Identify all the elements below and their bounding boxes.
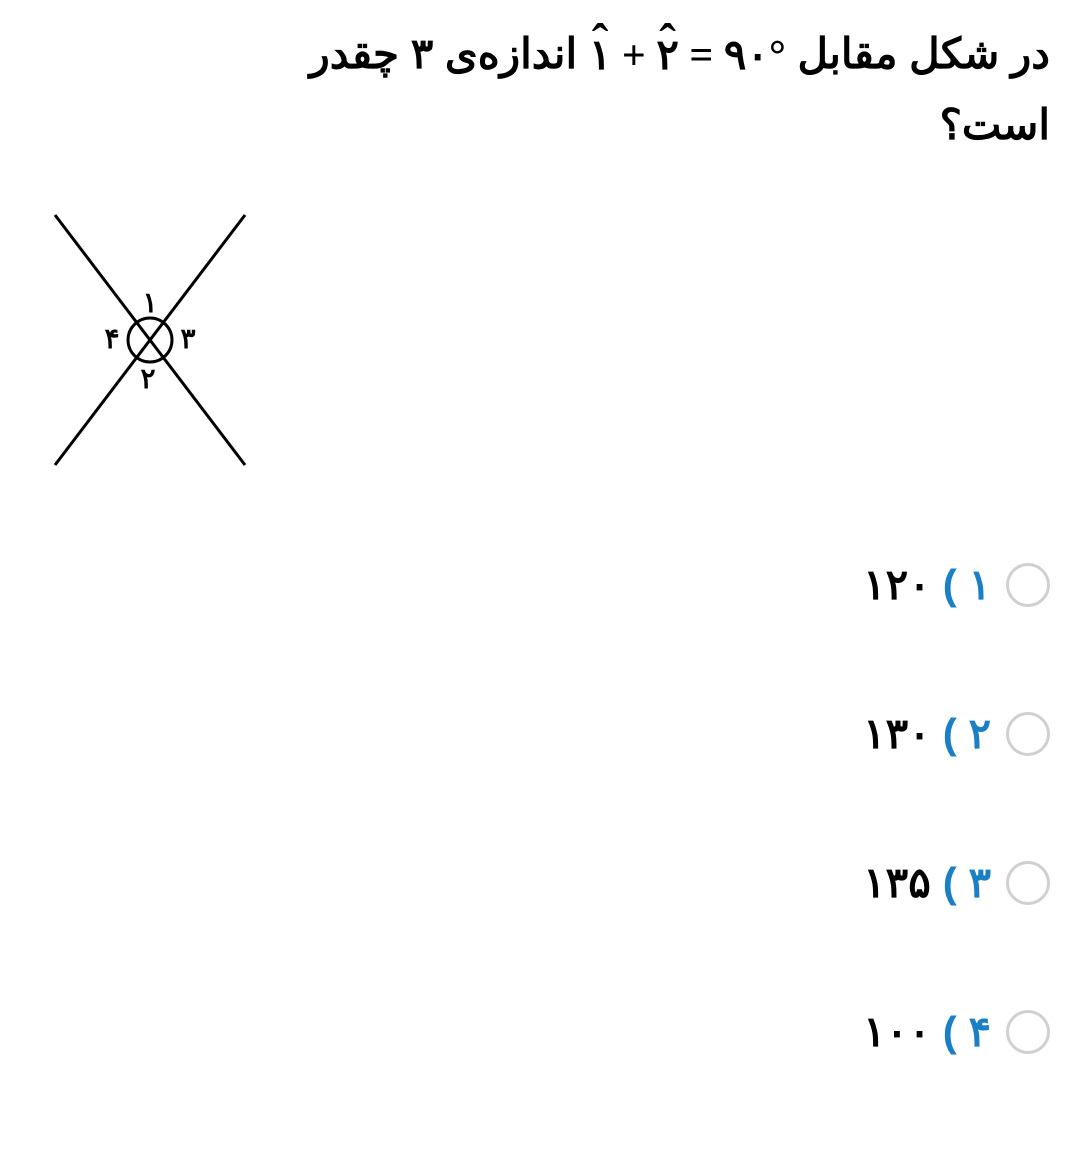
angle-2: ۲ [656, 23, 679, 90]
option-value: ۱۳۰ [863, 709, 931, 758]
option-value: ۱۳۵ [863, 858, 931, 907]
equals-sign: = [689, 33, 713, 79]
question-middle: اندازه‌ی ۳ چقدر [309, 30, 577, 77]
option-number: ۴ ) [943, 1007, 991, 1056]
label-right: ۳ [180, 323, 195, 354]
radio-icon[interactable] [1006, 861, 1050, 905]
option-4[interactable]: ۴ ) ۱۰۰ [650, 1007, 1050, 1056]
radio-icon[interactable] [1006, 1010, 1050, 1054]
question-suffix: است؟ [940, 101, 1050, 148]
radio-icon[interactable] [1006, 563, 1050, 607]
figure-diagram: ۱ ۲ ۴ ۳ [40, 200, 260, 480]
label-top: ۱ [142, 287, 157, 318]
option-number: ۳ ) [943, 858, 991, 907]
option-2[interactable]: ۲ ) ۱۳۰ [650, 709, 1050, 758]
options-list: ۱ ) ۱۲۰ ۲ ) ۱۳۰ ۳ ) ۱۳۵ ۴ ) ۱۰۰ [650, 560, 1050, 1156]
option-number: ۲ ) [943, 709, 991, 758]
plus-sign: + [622, 33, 646, 79]
x-diagram-svg: ۱ ۲ ۴ ۳ [40, 200, 260, 480]
option-value: ۱۰۰ [863, 1007, 931, 1056]
label-left: ۴ [104, 323, 119, 354]
radio-icon[interactable] [1006, 712, 1050, 756]
option-1[interactable]: ۱ ) ۱۲۰ [650, 560, 1050, 609]
label-bottom: ۲ [140, 363, 155, 394]
question-text: در شکل مقابل ۱ + ۲ = ۹۰° اندازه‌ی ۳ چقدر… [30, 20, 1050, 158]
option-number: ۱ ) [943, 560, 991, 609]
equation: ۱ + ۲ = ۹۰° [589, 23, 786, 90]
option-value: ۱۲۰ [863, 560, 931, 609]
option-3[interactable]: ۳ ) ۱۳۵ [650, 858, 1050, 907]
equation-rhs: ۹۰° [724, 33, 786, 79]
question-prefix: در شکل مقابل [797, 30, 1050, 77]
angle-1: ۱ [589, 23, 612, 90]
